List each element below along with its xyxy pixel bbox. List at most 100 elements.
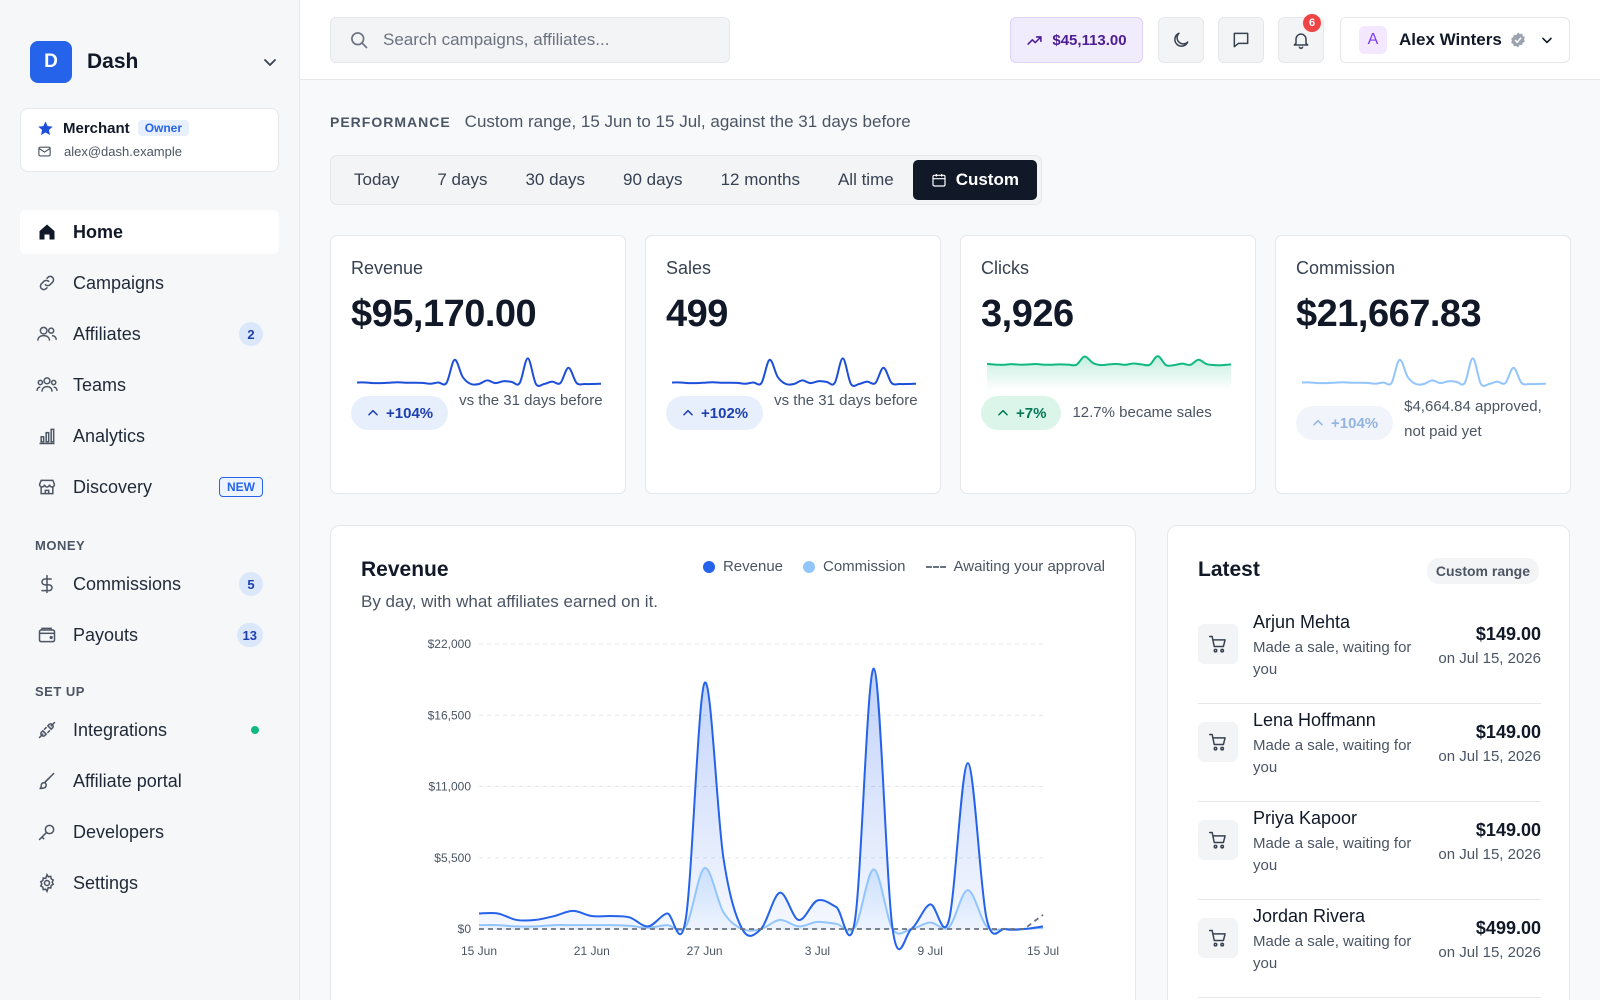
- nav-label: Commissions: [73, 573, 182, 594]
- range-30-days[interactable]: 30 days: [525, 170, 586, 189]
- change-value: +7%: [1016, 404, 1047, 422]
- y-tick-label: $0: [458, 922, 472, 936]
- stat-value: $95,170.00: [351, 293, 537, 335]
- notification-count: 6: [1303, 14, 1321, 32]
- verified-badge-icon: [1511, 32, 1525, 48]
- moon-icon: [1174, 32, 1189, 47]
- merchant-card[interactable]: Merchant Owner alex@dash.example: [20, 108, 279, 172]
- nav-item-teams[interactable]: Teams: [20, 363, 279, 407]
- nav-item-settings[interactable]: Settings: [20, 861, 279, 905]
- nav-label: Developers: [73, 821, 165, 842]
- activity-description: Made a sale, waiting for you: [1253, 639, 1412, 678]
- nav-item-campaigns[interactable]: Campaigns: [20, 261, 279, 305]
- range-12-months[interactable]: 12 months: [720, 170, 800, 189]
- plug-icon: [36, 719, 58, 741]
- search-box[interactable]: [330, 17, 730, 63]
- y-tick-label: $11,000: [429, 780, 472, 794]
- stat-card-commission[interactable]: Commission $21,667.83 +104% $4,664.84 ap…: [1275, 235, 1571, 494]
- arrow-up-icon: [1313, 419, 1323, 426]
- y-tick-label: $5,500: [434, 851, 471, 865]
- money-section-label: MONEY: [35, 538, 86, 553]
- trending-up-icon: [1027, 35, 1043, 45]
- cart-icon: [1198, 722, 1238, 762]
- nav-item-integrations[interactable]: Integrations: [20, 708, 279, 752]
- nav-label: Payouts: [73, 624, 139, 645]
- legend-commission: Commission: [803, 558, 906, 575]
- bell-icon: [1293, 33, 1309, 50]
- activity-item[interactable]: Arjun Mehta Made a sale, waiting for you…: [1198, 606, 1541, 704]
- change-pill: +7%: [981, 396, 1062, 430]
- balance-button[interactable]: $45,113.00: [1010, 17, 1143, 63]
- y-tick-label: $16,500: [428, 708, 472, 722]
- search-icon: [351, 32, 368, 49]
- range-90-days[interactable]: 90 days: [623, 170, 683, 189]
- x-tick-label: 3 Jul: [805, 944, 830, 958]
- star-icon: [38, 120, 53, 135]
- range-today[interactable]: Today: [354, 170, 400, 189]
- top-bar: $45,113.00 6 A Alex Winters: [300, 0, 1600, 80]
- range-custom[interactable]: Custom: [912, 160, 1037, 200]
- chevron-down-icon: [264, 59, 276, 66]
- user-menu[interactable]: A Alex Winters: [1340, 17, 1570, 63]
- nav-item-payouts[interactable]: Payouts 13: [20, 613, 279, 657]
- stat-card-revenue[interactable]: Revenue $95,170.00 +104% vs the 31 days …: [330, 235, 626, 494]
- activity-item[interactable]: Jordan Rivera Made a sale, waiting for y…: [1198, 900, 1541, 998]
- nav-item-affiliates[interactable]: Affiliates 2: [20, 312, 279, 356]
- setup-nav: Integrations Affiliate portal Developers…: [20, 708, 279, 912]
- stat-note: $4,664.84 approved, not paid yet: [1404, 398, 1542, 440]
- performance-label: PERFORMANCE: [330, 114, 451, 130]
- change-pill: +104%: [1296, 406, 1394, 440]
- arrow-up-icon: [368, 409, 378, 416]
- main-nav: Home Campaigns Affiliates 2 Teams Analyt…: [20, 210, 279, 516]
- nav-item-affiliate-portal[interactable]: Affiliate portal: [20, 759, 279, 803]
- stat-title: Clicks: [981, 258, 1029, 278]
- activity-item[interactable]: Lena Hoffmann Made a sale, waiting for y…: [1198, 704, 1541, 802]
- legend-label: Awaiting your approval: [953, 558, 1105, 575]
- latest-title: Latest: [1198, 558, 1260, 581]
- stat-note: 12.7% became sales: [1072, 404, 1212, 421]
- activity-description: Made a sale, waiting for you: [1253, 835, 1412, 874]
- nav-label: Settings: [73, 872, 139, 893]
- nav-item-developers[interactable]: Developers: [20, 810, 279, 854]
- stat-title: Sales: [666, 258, 712, 278]
- nav-item-commissions[interactable]: Commissions 5: [20, 562, 279, 606]
- activity-item[interactable]: Priya Kapoor Made a sale, waiting for yo…: [1198, 802, 1541, 900]
- stat-card-sales[interactable]: Sales 499 +102% vs the 31 days before: [645, 235, 941, 494]
- range-all-time[interactable]: All time: [837, 170, 894, 189]
- latest-activity-card: Latest Custom range Arjun Mehta Made a s…: [1167, 525, 1570, 1000]
- nav-item-discovery[interactable]: Discovery NEW: [20, 465, 279, 509]
- team-icon: [36, 374, 58, 396]
- payouts-count-badge: 13: [236, 623, 263, 647]
- activity-date: on Jul 15, 2026: [1438, 846, 1541, 863]
- x-tick-label: 15 Jun: [461, 944, 497, 958]
- messages-button[interactable]: [1218, 17, 1264, 63]
- brush-icon: [36, 770, 58, 792]
- workspace-switcher[interactable]: D Dash: [30, 40, 280, 84]
- sparkline-path: [672, 357, 916, 387]
- nav-item-analytics[interactable]: Analytics: [20, 414, 279, 458]
- theme-toggle-button[interactable]: [1158, 17, 1204, 63]
- affiliate-name: Lena Hoffmann: [1253, 710, 1376, 730]
- change-value: +104%: [386, 404, 434, 422]
- revenue-line: [478, 667, 1044, 950]
- search-input[interactable]: [383, 30, 713, 50]
- range-custom-label: Custom: [955, 170, 1019, 189]
- range-7-days[interactable]: 7 days: [437, 170, 488, 189]
- change-pill: +102%: [666, 396, 764, 430]
- cart-icon: [1198, 624, 1238, 664]
- arrow-up-icon: [998, 409, 1008, 416]
- new-badge: NEW: [219, 477, 263, 497]
- affiliate-name: Priya Kapoor: [1253, 808, 1358, 828]
- change-value: +102%: [701, 404, 749, 422]
- merchant-name: Merchant: [63, 119, 130, 137]
- cart-icon: [1198, 918, 1238, 958]
- stat-value: $21,667.83: [1296, 293, 1482, 335]
- notifications-button[interactable]: 6: [1278, 14, 1324, 63]
- stat-card-clicks[interactable]: Clicks 3,926 +7% 12.7% became sales: [960, 235, 1256, 494]
- revenue-chart-card: $22,000 $16,500 $11,000 $5,500 $0 15 Jun 21 Ju…: [330, 525, 1136, 1000]
- cart-icon: [1198, 820, 1238, 860]
- activity-amount: $149.00: [1475, 722, 1541, 742]
- merchant-email: alex@dash.example: [64, 144, 182, 159]
- nav-item-home[interactable]: Home: [20, 210, 279, 254]
- stat-value: 499: [666, 293, 728, 335]
